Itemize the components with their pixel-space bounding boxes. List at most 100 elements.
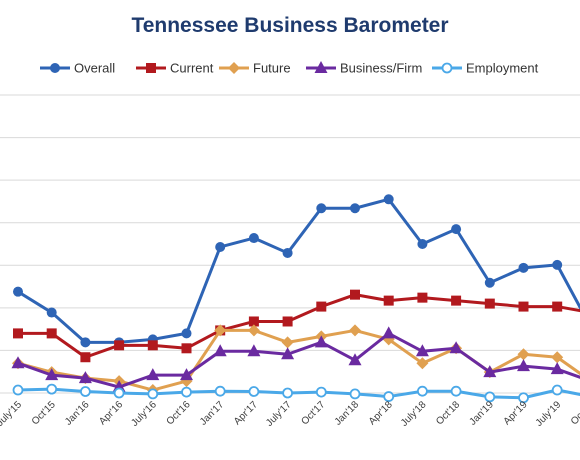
- x-tick-label: Oct'15: [30, 399, 58, 427]
- legend-item-employment: Employment: [432, 61, 539, 76]
- point-employment: [214, 385, 226, 397]
- point-business-firm: [247, 344, 261, 357]
- point-overall: [248, 233, 259, 244]
- legend-label: Current: [170, 61, 214, 76]
- point-current: [181, 343, 192, 354]
- point-current: [552, 301, 563, 312]
- point-current: [46, 328, 57, 339]
- series-business-firm: [11, 326, 580, 393]
- point-employment: [416, 385, 428, 397]
- point-employment: [450, 385, 462, 397]
- legend-label: Business/Firm: [340, 61, 422, 76]
- gridlines: [0, 94, 580, 394]
- legend-item-current: Current: [136, 61, 214, 76]
- legend-marker: [228, 62, 240, 74]
- point-employment: [518, 392, 529, 404]
- point-business-firm: [281, 347, 295, 360]
- legend-label: Overall: [74, 61, 115, 76]
- point-future: [214, 324, 227, 337]
- point-employment: [282, 387, 294, 399]
- x-tick-label: Oct'17: [299, 399, 327, 427]
- point-employment: [315, 386, 327, 398]
- series-lines: [11, 194, 580, 404]
- point-future: [247, 324, 260, 337]
- legend-item-future: Future: [219, 61, 291, 76]
- point-overall: [451, 224, 462, 235]
- point-employment: [248, 386, 260, 397]
- point-future: [349, 324, 361, 337]
- point-current: [248, 316, 259, 327]
- legend-marker: [441, 62, 453, 74]
- chart-title: Tennessee Business Barometer: [131, 14, 449, 37]
- point-business-firm: [314, 335, 328, 348]
- point-business-firm: [180, 368, 193, 381]
- point-business-firm: [348, 353, 362, 366]
- point-overall: [383, 194, 394, 205]
- point-current: [316, 301, 327, 312]
- x-tick-label: July'16: [129, 399, 159, 429]
- x-tick-label: July'18: [399, 399, 429, 429]
- point-employment: [12, 384, 24, 396]
- point-current: [13, 328, 23, 339]
- point-business-firm: [550, 362, 564, 375]
- point-overall: [181, 328, 192, 339]
- point-current: [282, 316, 293, 327]
- point-employment: [147, 388, 159, 400]
- series-line-current: [18, 293, 580, 359]
- point-current: [417, 292, 428, 303]
- legend: Overall Current Future Business/Firm Employm…: [40, 61, 539, 76]
- x-tick-label: Apr'17: [232, 399, 260, 427]
- point-employment: [46, 383, 58, 395]
- x-axis-ticks: July'15 Oct'15 Jan'16 Apr'16 July'16 Oct'16 Ja…: [0, 399, 580, 429]
- point-employment: [484, 391, 496, 403]
- legend-marker: [314, 61, 328, 73]
- x-tick-label: Apr'19: [502, 399, 530, 427]
- x-tick-label: Jan'18: [333, 399, 362, 428]
- point-overall: [80, 337, 91, 348]
- point-current: [484, 298, 495, 309]
- point-future: [517, 348, 530, 361]
- x-tick-label: Jan'17: [198, 399, 227, 428]
- point-current: [114, 340, 125, 351]
- point-future: [551, 351, 564, 364]
- point-overall: [484, 277, 495, 288]
- point-employment: [383, 391, 395, 402]
- point-future: [281, 336, 294, 349]
- series-overall: [13, 194, 580, 348]
- x-tick-label: Apr'18: [367, 399, 395, 427]
- point-business-firm: [78, 371, 92, 384]
- point-employment: [181, 386, 192, 398]
- point-overall: [282, 247, 293, 258]
- point-overall: [215, 241, 226, 252]
- point-business-firm: [517, 359, 530, 372]
- x-tick-label: Jan'16: [63, 399, 92, 428]
- x-tick-label: Oct'16: [165, 399, 193, 427]
- legend-label: Employment: [466, 61, 539, 76]
- point-business-firm: [415, 344, 429, 357]
- point-overall: [552, 259, 563, 270]
- x-tick-label: Apr'16: [97, 399, 125, 427]
- point-current: [80, 352, 91, 363]
- point-business-firm: [449, 341, 463, 354]
- legend-marker: [146, 63, 156, 73]
- point-business-firm: [382, 326, 396, 339]
- x-tick-label: Oct'19: [569, 399, 580, 427]
- series-line-employment: [17, 387, 580, 400]
- point-future: [416, 357, 429, 370]
- legend-item-business-firm: Business/Firm: [306, 61, 422, 76]
- legend-marker: [50, 63, 60, 73]
- point-employment: [80, 386, 91, 397]
- series-future: [12, 324, 580, 397]
- point-current: [518, 301, 529, 312]
- series-line-business-firm: [17, 331, 580, 389]
- point-employment: [551, 384, 563, 396]
- point-overall: [350, 203, 360, 214]
- point-overall: [46, 307, 57, 318]
- point-current: [147, 340, 158, 351]
- legend-label: Future: [253, 61, 291, 76]
- series-line-future: [17, 328, 580, 392]
- x-tick-label: July'15: [0, 399, 24, 429]
- series-line-overall: [17, 197, 580, 344]
